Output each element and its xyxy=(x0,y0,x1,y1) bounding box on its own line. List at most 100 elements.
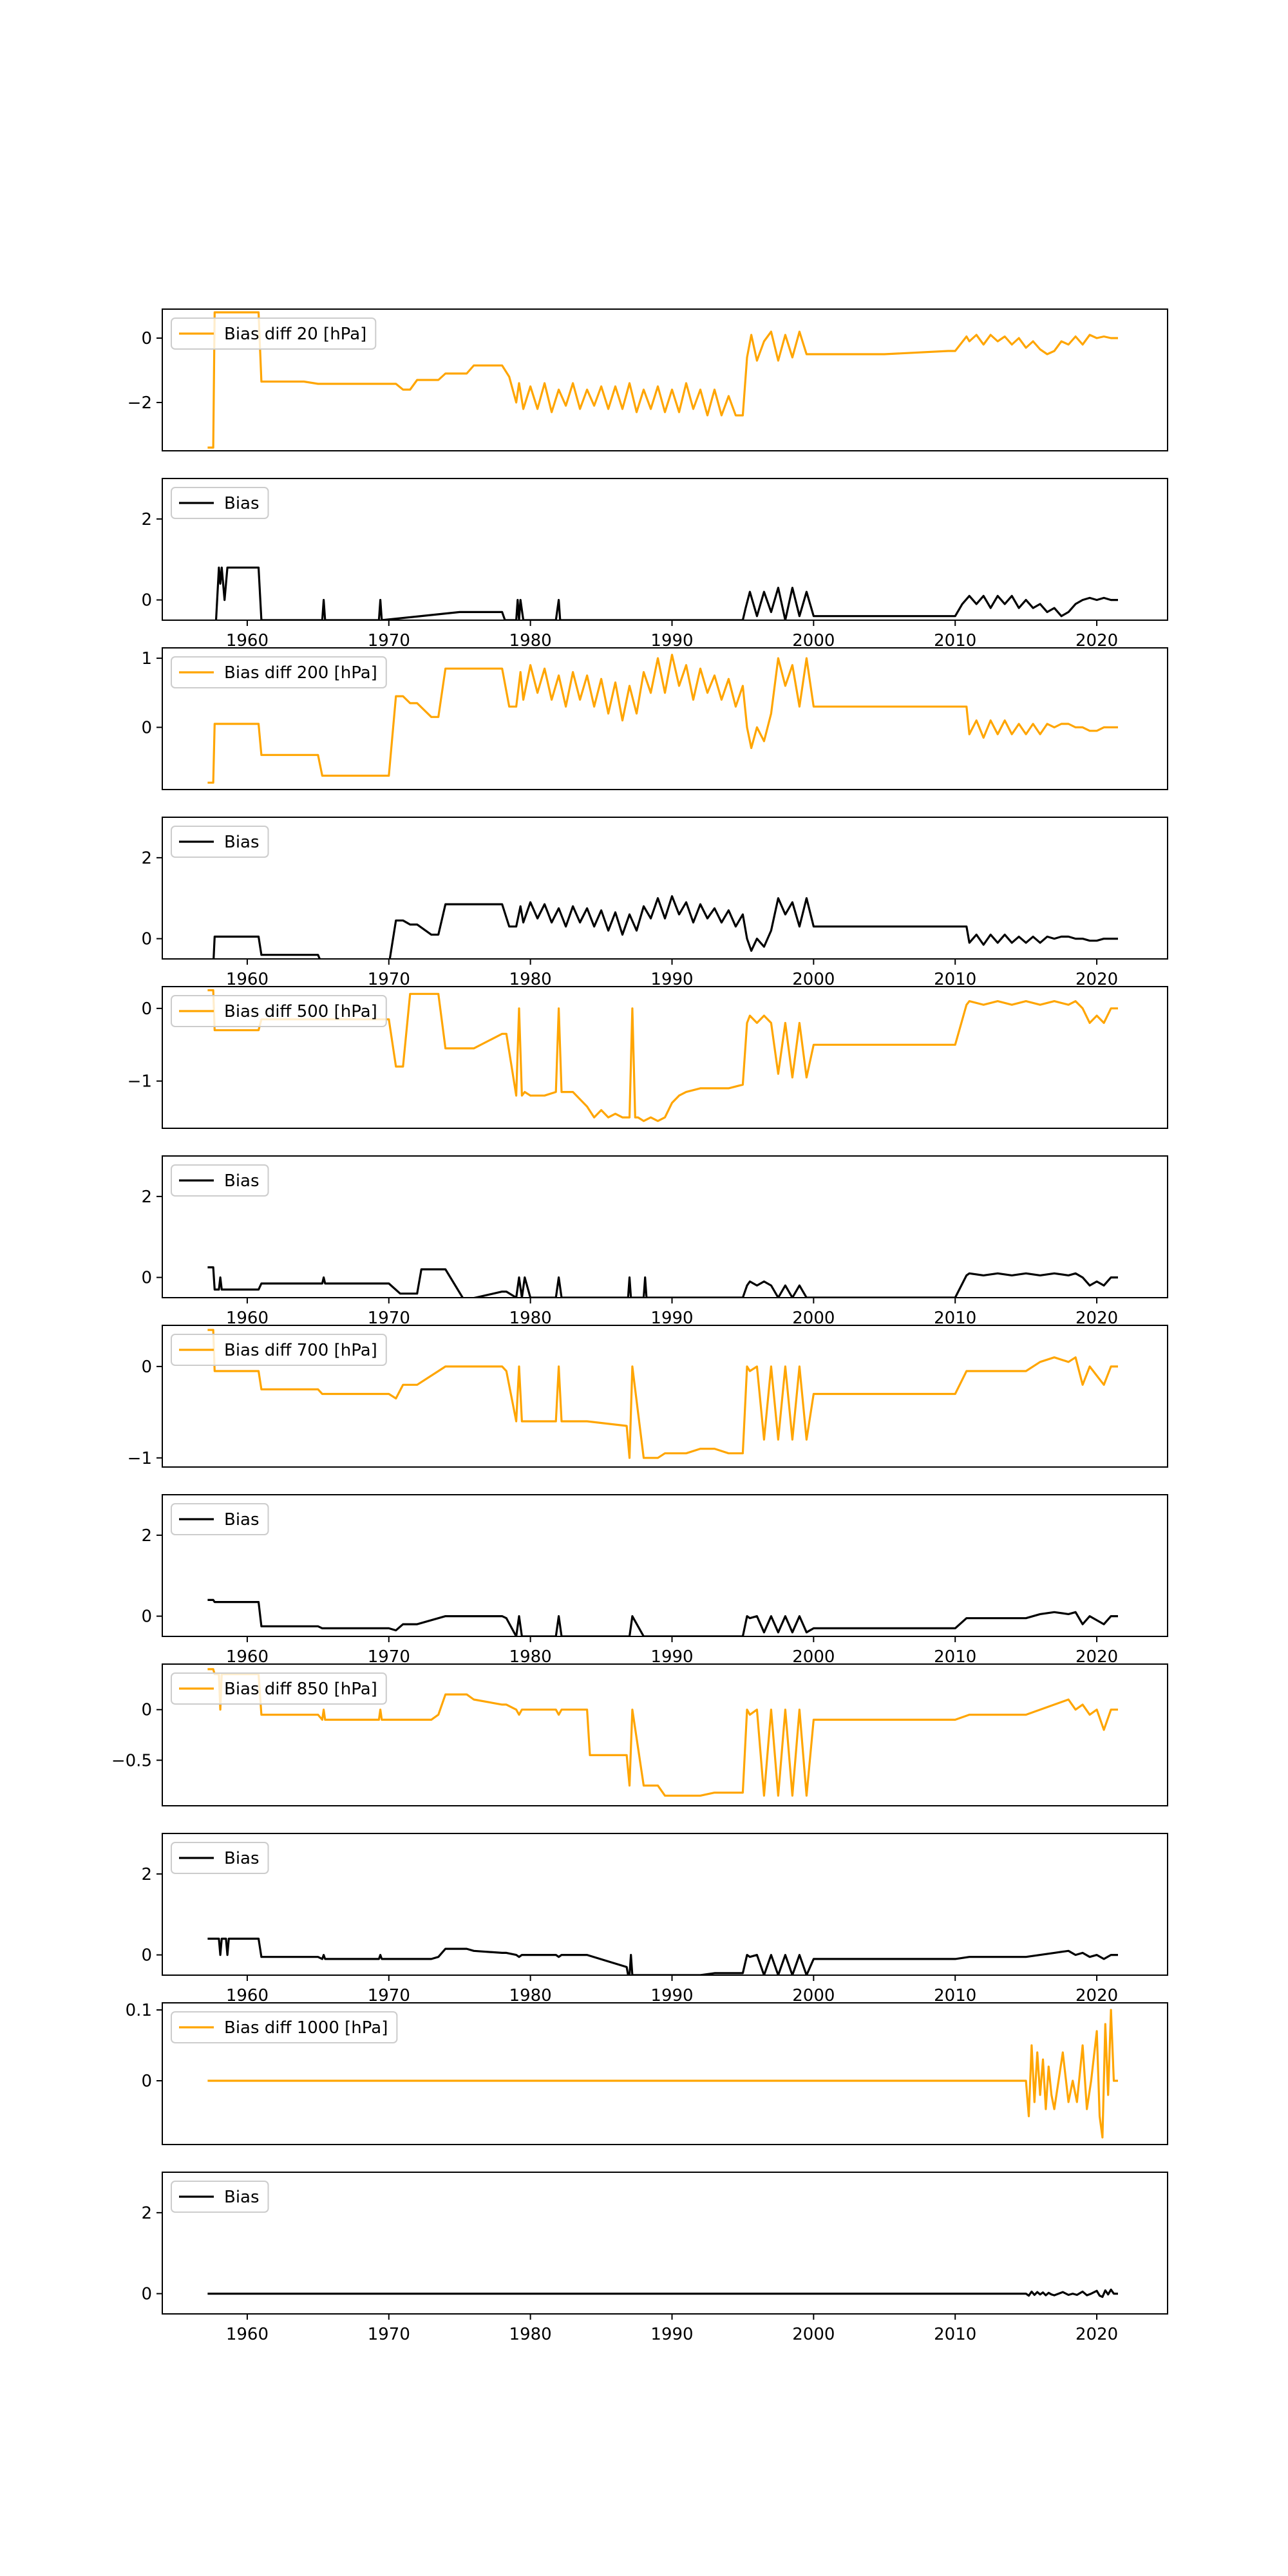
legend-box xyxy=(171,1503,269,1535)
series-line-3-1 xyxy=(207,654,1118,784)
axes-frame xyxy=(162,1155,1168,1298)
y-tick-label: 2 xyxy=(141,1526,152,1546)
legend-box xyxy=(171,487,269,519)
axes-frame xyxy=(162,817,1168,960)
x-tick-label: 1990 xyxy=(650,2325,693,2344)
legend-label: Bias xyxy=(224,2188,260,2207)
series-line-12-1 xyxy=(207,2288,1118,2298)
subplot-11: 0.1 0 Bias diff 1000 [hPa] xyxy=(126,2001,1168,2145)
x-tick-label: 2000 xyxy=(792,2325,835,2344)
series-line-8-1 xyxy=(207,1598,1118,1636)
series-line-7-1 xyxy=(207,1329,1118,1459)
x-tick-label: 2010 xyxy=(934,2325,976,2344)
legend: Bias xyxy=(171,826,269,858)
series-line-11-1 xyxy=(207,2009,1118,2139)
legend: Bias diff 20 [hPa] xyxy=(171,317,377,350)
y-tick-label: 0 xyxy=(141,1946,152,1965)
y-tick-label: −1 xyxy=(128,1449,152,1468)
legend-box xyxy=(171,317,377,350)
legend-label: Bias xyxy=(224,1849,260,1868)
legend: Bias xyxy=(171,487,269,519)
legend: Bias diff 1000 [hPa] xyxy=(171,2011,398,2043)
series-line-6-1 xyxy=(207,1266,1118,1298)
x-tick-label: 2020 xyxy=(1075,2325,1118,2344)
legend-label: Bias diff 1000 [hPa] xyxy=(224,2018,388,2038)
y-tick-label: 2 xyxy=(141,849,152,868)
y-tick-label: 0 xyxy=(141,1358,152,1377)
y-tick-label: 0.1 xyxy=(126,2001,152,2020)
legend-box xyxy=(171,656,387,688)
legend-label: Bias xyxy=(224,1510,260,1530)
subplot-9: 0 −0.5 Bias diff 850 [hPa] xyxy=(111,1663,1168,1806)
legend: Bias xyxy=(171,1842,269,1874)
legend-label: Bias diff 850 [hPa] xyxy=(224,1680,377,1699)
subplot-12: 2 0 1960 1970 1980 1990 2000 2010 2020 Bias xyxy=(141,2172,1168,2344)
subplot-1: 0 −2 Bias diff 20 [hPa] xyxy=(128,308,1168,451)
axes-frame xyxy=(162,1494,1168,1637)
series-line-10-1 xyxy=(207,1937,1118,1975)
y-tick-label: 1 xyxy=(141,649,152,668)
y-tick-label: 0 xyxy=(141,718,152,737)
legend-label: Bias diff 200 [hPa] xyxy=(224,663,377,683)
axes-frame xyxy=(162,647,1168,790)
series-line-9-1 xyxy=(207,1668,1118,1797)
legend-box xyxy=(171,995,387,1027)
axes-frame xyxy=(162,1663,1168,1806)
y-tick-label: −2 xyxy=(128,393,152,413)
series-line-5-1 xyxy=(207,989,1118,1122)
y-tick-label: 2 xyxy=(141,2204,152,2223)
y-tick-label: 0 xyxy=(141,1701,152,1720)
legend-label: Bias diff 20 [hPa] xyxy=(224,325,366,344)
y-tick-label: −1 xyxy=(128,1072,152,1092)
legend-box xyxy=(171,1164,269,1197)
legend: Bias diff 700 [hPa] xyxy=(171,1334,387,1366)
axes-frame xyxy=(162,1325,1168,1468)
y-tick-label: 0 xyxy=(141,2072,152,2091)
legend-box xyxy=(171,1672,387,1705)
axes-frame xyxy=(162,2172,1168,2315)
legend-box xyxy=(171,2181,269,2213)
legend: Bias diff 500 [hPa] xyxy=(171,995,387,1027)
y-tick-label: 0 xyxy=(141,2285,152,2304)
axes-frame xyxy=(162,1833,1168,1976)
subplot-7: 0 −1 Bias diff 700 [hPa] xyxy=(128,1325,1168,1468)
x-tick-label: 1980 xyxy=(509,2325,552,2344)
series-line-4-1 xyxy=(213,895,1118,959)
axes-frame xyxy=(162,308,1168,451)
legend-label: Bias diff 700 [hPa] xyxy=(224,1341,377,1360)
y-tick-label: 0 xyxy=(141,329,152,348)
y-tick-label: 0 xyxy=(141,999,152,1019)
legend-box xyxy=(171,2011,398,2043)
legend: Bias diff 850 [hPa] xyxy=(171,1672,387,1705)
legend-box xyxy=(171,826,269,858)
legend: Bias xyxy=(171,2181,269,2213)
y-tick-label: 0 xyxy=(141,930,152,949)
axes-frame xyxy=(162,478,1168,621)
legend-label: Bias diff 500 [hPa] xyxy=(224,1002,377,1021)
legend-label: Bias xyxy=(224,833,260,852)
series-line-2-1 xyxy=(214,566,1118,620)
y-tick-label: 0 xyxy=(141,591,152,611)
y-tick-label: −0.5 xyxy=(111,1751,152,1770)
y-tick-label: 0 xyxy=(141,1607,152,1627)
y-tick-label: 0 xyxy=(141,1269,152,1288)
legend-box xyxy=(171,1334,387,1366)
series-line-1-1 xyxy=(207,311,1118,449)
axes-frame xyxy=(162,2002,1168,2145)
x-tick-label: 1970 xyxy=(368,2325,410,2344)
legend: Bias diff 200 [hPa] xyxy=(171,656,387,688)
y-tick-label: 2 xyxy=(141,1188,152,1207)
y-tick-label: 2 xyxy=(141,1865,152,1884)
axes-frame xyxy=(162,986,1168,1129)
y-tick-label: 2 xyxy=(141,510,152,529)
subplot-3: 1 0 Bias diff 200 [hPa] xyxy=(141,647,1168,790)
x-tick-label: 1960 xyxy=(226,2325,269,2344)
legend-label: Bias xyxy=(224,1171,260,1191)
subplot-5: 0 −1 Bias diff 500 [hPa] xyxy=(128,986,1168,1129)
